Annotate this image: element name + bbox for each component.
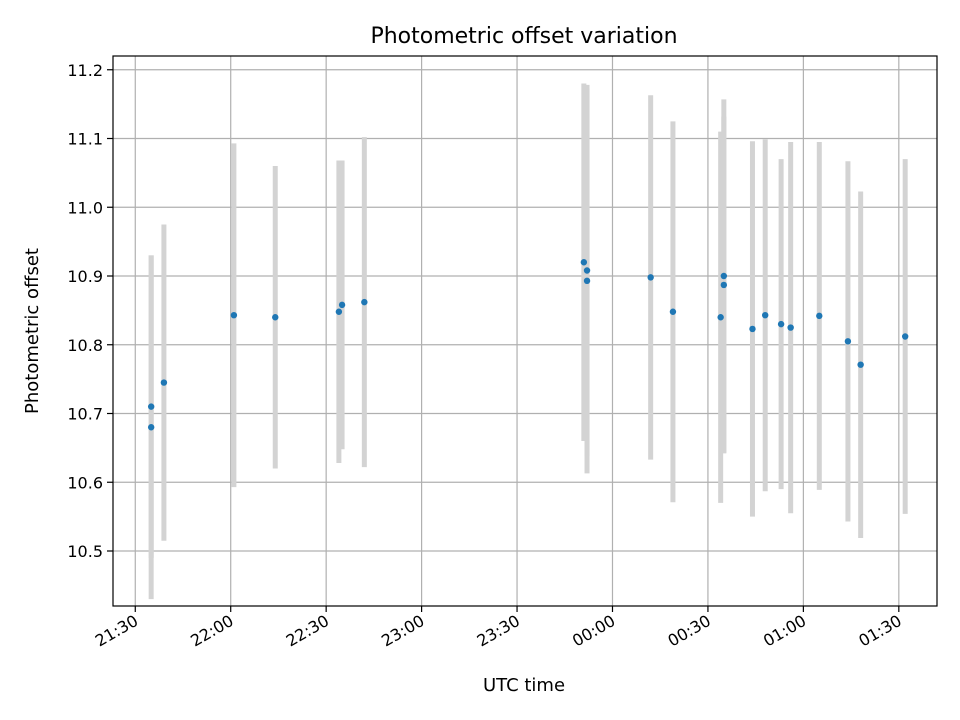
data-point (720, 272, 728, 280)
data-point (583, 267, 591, 274)
data-point (844, 338, 852, 345)
y-axis-label: Photometric offset (22, 248, 43, 414)
y-tick-label: 10.8 (67, 336, 103, 355)
data-point (816, 312, 823, 320)
data-point (901, 333, 909, 340)
y-tick-label: 10.9 (67, 267, 103, 286)
data-point (762, 311, 769, 319)
data-point (583, 277, 591, 285)
x-axis-label: UTC time (483, 675, 565, 696)
y-tick-label: 10.7 (67, 405, 103, 424)
y-tick-label: 10.5 (67, 542, 103, 561)
y-tick-label: 11.0 (67, 198, 103, 217)
data-point (787, 324, 794, 331)
data-points (147, 259, 909, 431)
y-tick-label: 11.2 (67, 61, 103, 80)
data-point (335, 308, 343, 315)
data-point (338, 301, 346, 309)
data-point (777, 320, 785, 328)
chart-title: Photometric offset variation (370, 24, 677, 49)
data-point (147, 403, 155, 410)
data-point (230, 311, 238, 319)
y-tick-label: 10.6 (67, 473, 103, 492)
data-point (717, 314, 724, 321)
data-point (147, 424, 155, 431)
data-point (749, 325, 756, 333)
data-point (580, 259, 588, 266)
data-point (272, 314, 279, 321)
grid (113, 56, 937, 606)
plot-frame (112, 55, 938, 607)
data-point (361, 298, 368, 306)
data-point (720, 281, 728, 289)
data-point (160, 379, 168, 386)
data-point (857, 361, 864, 368)
y-tick-label: 11.1 (67, 130, 103, 149)
y-axis-ticks: 10.5 10.6 10.7 10.8 10.9 11.0 11.1 11.2 (67, 61, 113, 561)
data-point (669, 308, 677, 315)
data-point (647, 274, 654, 281)
